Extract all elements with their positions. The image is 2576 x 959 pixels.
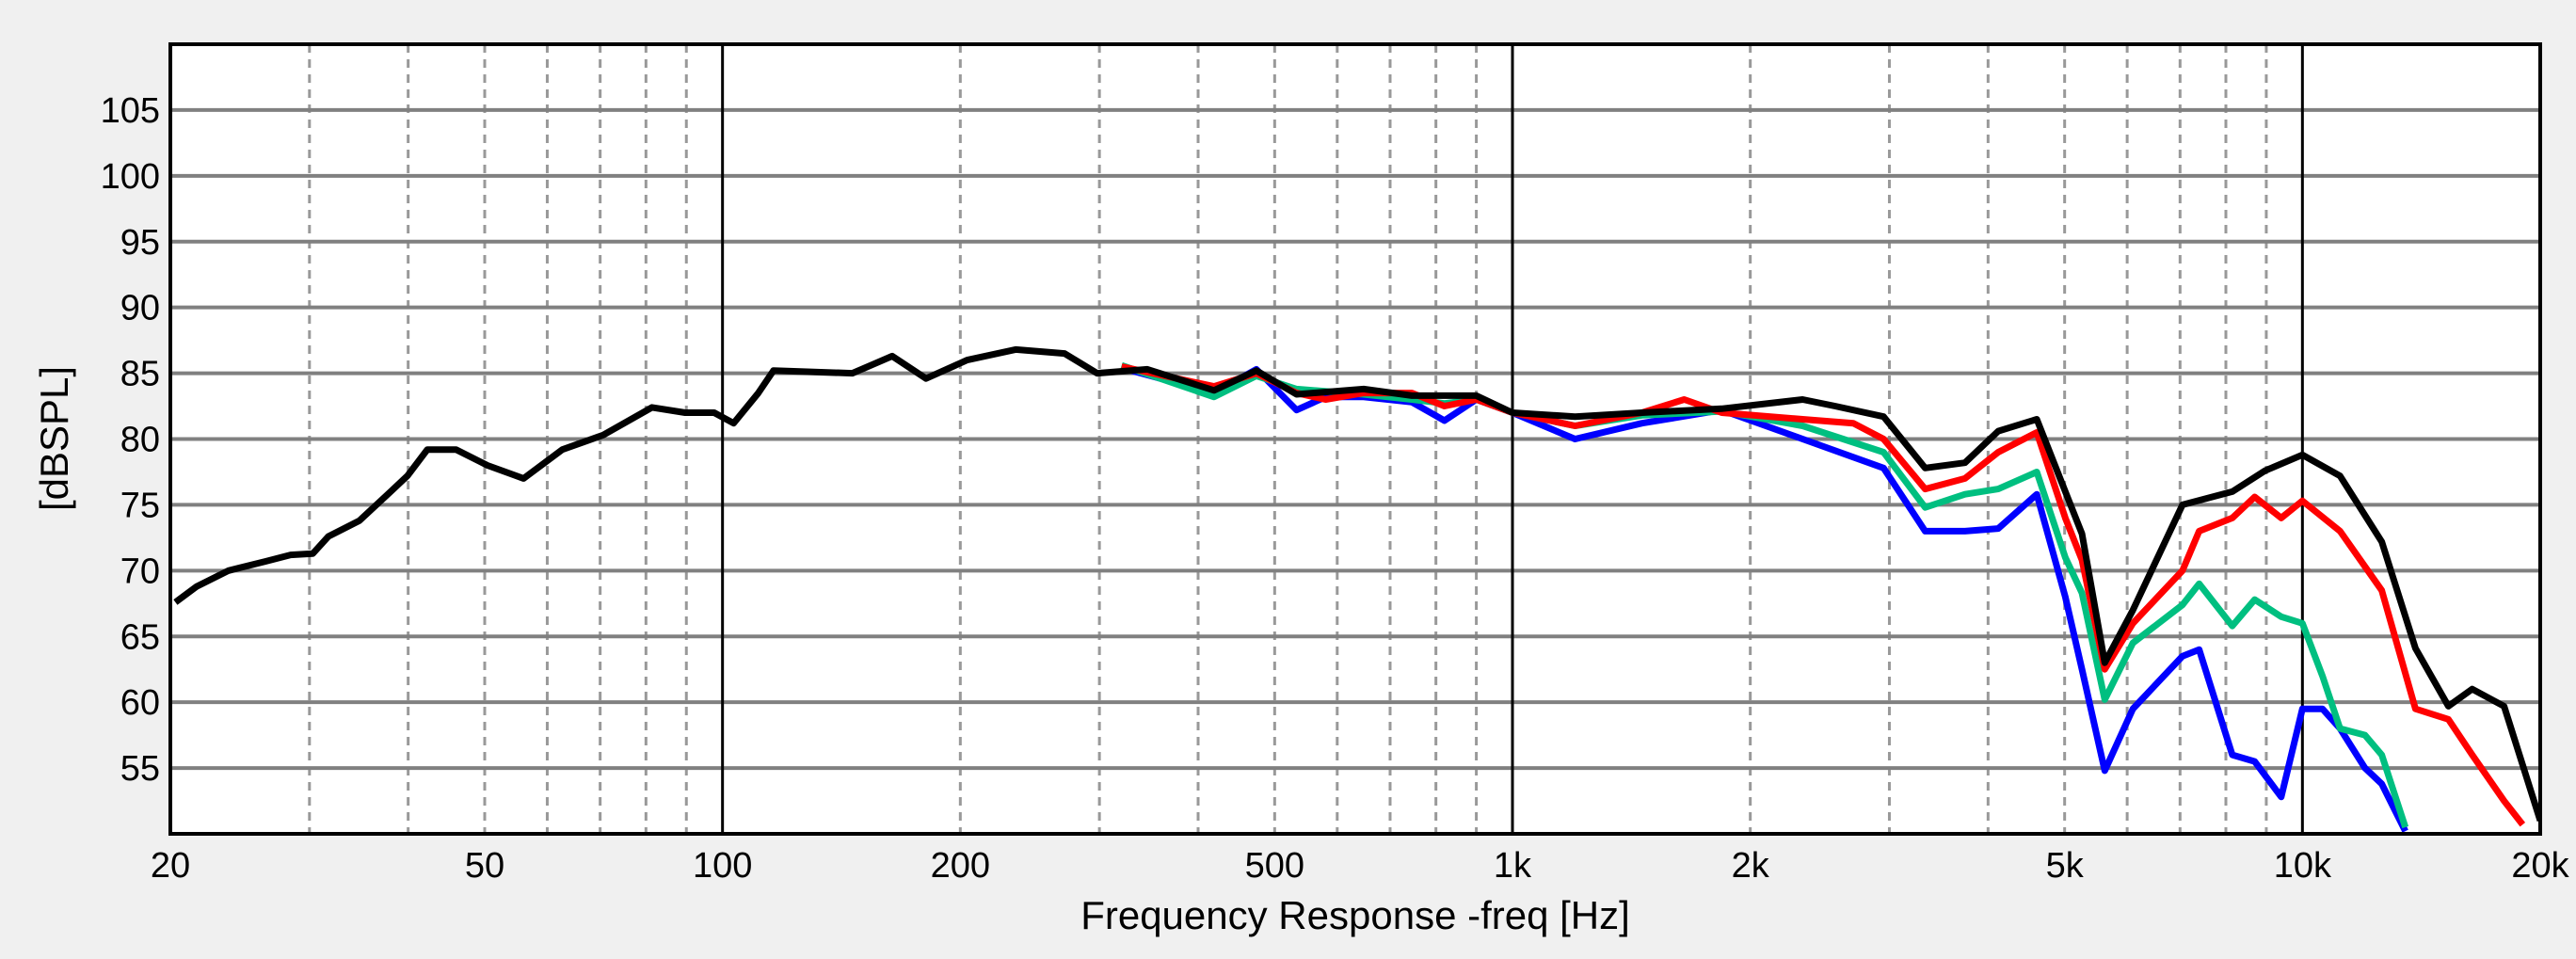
y-tick-label: 100	[101, 157, 160, 197]
y-tick-label: 90	[120, 289, 160, 328]
plot-border	[168, 42, 2542, 836]
y-tick-label: 65	[120, 617, 160, 657]
x-tick-label: 20k	[2511, 846, 2569, 886]
x-tick-label: 200	[931, 846, 990, 886]
x-tick-label: 10k	[2274, 846, 2332, 886]
x-tick-label: 5k	[2046, 846, 2085, 886]
y-tick-label: 70	[120, 551, 160, 591]
y-tick-label: 75	[120, 486, 160, 525]
x-axis-ticks: 20 50 100 200 500 1k 2k 5k 10k 20k	[151, 846, 2570, 886]
data-series	[173, 345, 2540, 833]
x-tick-label: 500	[1245, 846, 1304, 886]
series-black-line	[173, 345, 2540, 823]
x-tick-label: 2k	[1732, 846, 1770, 886]
x-tick-label: 1k	[1494, 846, 1532, 886]
y-tick-label: 105	[101, 91, 160, 131]
y-tick-label: 95	[120, 223, 160, 263]
y-axis-ticks: 55 60 65 70 75 80 85 90 95 100 105	[101, 91, 160, 789]
x-tick-label: 20	[151, 846, 190, 886]
x-axis-label: Frequency Response -freq [Hz]	[1080, 893, 1630, 937]
x-tick-label: 50	[465, 846, 504, 886]
y-tick-label: 80	[120, 421, 160, 460]
y-tick-label: 85	[120, 355, 160, 394]
y-axis-label: [dBSPL]	[32, 366, 76, 511]
x-tick-label: 100	[693, 846, 752, 886]
y-tick-label: 60	[120, 683, 160, 723]
y-tick-label: 55	[120, 749, 160, 789]
